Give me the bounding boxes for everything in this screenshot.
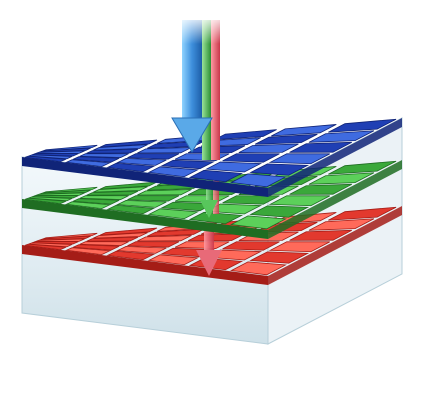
- red-pixel-tile: [86, 236, 139, 242]
- blue-layer-front-edge: [22, 157, 268, 197]
- blue-pixel-tile: [64, 159, 112, 168]
- green-pixel-tile: [222, 195, 280, 205]
- green-pixel-tile: [116, 200, 167, 208]
- blue-pixel-tile: [238, 143, 299, 153]
- blue-pixel-tile: [99, 139, 158, 148]
- red-layer: [22, 206, 402, 285]
- blue-pixel-tile: [328, 118, 397, 133]
- green-pixel-tile: [328, 160, 397, 175]
- red-pixel-tile: [25, 243, 67, 251]
- green-pixel-tile: [308, 172, 375, 185]
- red-beam: [213, 172, 219, 214]
- light-path-bottom: [196, 222, 222, 276]
- red-pixel-tile: [328, 206, 397, 221]
- green-pixel-tile: [268, 195, 330, 207]
- blue-pixel-tile: [188, 169, 244, 183]
- blue-pixel-tile: [86, 148, 139, 154]
- red-pixel-tile: [72, 244, 120, 251]
- red-arrow-head: [196, 250, 222, 276]
- green-pixel-tile: [28, 196, 73, 202]
- red-pixel-tile: [106, 250, 156, 261]
- red-pixel-tile: [42, 232, 98, 240]
- blue-pixel-tile: [268, 153, 330, 165]
- blue-pixel-tile: [106, 162, 156, 173]
- red-pixel-tile: [308, 218, 375, 231]
- blue-arrow-head: [171, 117, 213, 153]
- light-path-middle: [206, 172, 219, 214]
- red-pixel-tile: [127, 241, 180, 248]
- blue-pixel-tile: [249, 163, 310, 176]
- incoming-light-beams: [170, 14, 230, 160]
- blue-layer: [22, 118, 402, 197]
- blue-pixel-tile: [137, 147, 192, 154]
- green-arrow-head: [200, 200, 218, 218]
- blue-pixel-tile: [147, 166, 200, 178]
- red-pixel-tile: [174, 241, 230, 250]
- green-pixel-tile: [249, 205, 310, 218]
- green-pixel-tile: [230, 215, 287, 230]
- green-beam: [202, 20, 211, 160]
- blue-pixel-tile: [160, 159, 216, 170]
- green-pixel-tile: [93, 186, 148, 193]
- red-pixel-tile: [222, 241, 280, 251]
- green-layer-side-edge: [268, 160, 402, 239]
- green-beam: [206, 172, 213, 214]
- green-pixel-tile: [147, 208, 200, 220]
- blue-pixel-tile: [25, 155, 67, 163]
- red-pixel-tile: [116, 246, 167, 254]
- blue-pixel-tile: [79, 153, 129, 158]
- blue-pixel-tile: [308, 130, 375, 143]
- red-pixel-tile: [64, 247, 112, 256]
- green-pixel-tile: [137, 189, 192, 196]
- beam-fade: [170, 14, 230, 44]
- blue-pixel-tile: [127, 153, 180, 160]
- blue-pixel-tile: [42, 144, 98, 152]
- green-pixel-tile: [79, 195, 129, 200]
- green-layer-front-edge: [22, 199, 268, 239]
- green-pixel-tile: [86, 190, 139, 196]
- red-pixel-tile: [268, 241, 330, 253]
- green-pixel-tile: [289, 183, 353, 195]
- red-pixel-tile: [147, 254, 200, 266]
- red-beam: [204, 222, 214, 250]
- red-layer-side-edge: [268, 206, 402, 285]
- blue-pixel-tile: [230, 173, 287, 188]
- green-pixel-tile: [25, 197, 67, 205]
- red-beam: [211, 20, 220, 160]
- red-pixel-tile: [289, 229, 353, 241]
- blue-pixel-tile: [214, 129, 277, 141]
- red-layer-front-edge: [22, 245, 268, 285]
- red-pixel-tile: [137, 235, 192, 242]
- blue-pixel-tile: [289, 141, 353, 153]
- blue-pixel-tile: [271, 124, 337, 137]
- green-pixel-tile: [64, 201, 112, 210]
- green-pixel-tile: [42, 186, 98, 194]
- blue-pixel-tile: [254, 133, 318, 145]
- green-pixel-tile: [188, 211, 244, 225]
- blue-pixel-tile: [204, 161, 263, 173]
- red-pixel-tile: [79, 241, 129, 246]
- blue-pixel-tile: [28, 154, 73, 160]
- green-pixel-tile: [127, 195, 180, 202]
- blue-pixel-tile: [222, 153, 280, 163]
- red-pixel-tile: [99, 227, 158, 236]
- red-pixel-tile: [249, 251, 310, 264]
- red-pixel-tile: [230, 261, 287, 276]
- red-pixel-tile: [93, 232, 148, 239]
- blue-beam: [182, 20, 202, 120]
- blue-pixel-tile: [72, 156, 120, 163]
- green-pixel-tile: [106, 204, 156, 215]
- blue-pixel-tile: [116, 158, 167, 166]
- blue-layer-side-edge: [268, 118, 402, 197]
- blue-pixel-tile: [93, 144, 148, 151]
- green-pixel-tile: [72, 198, 120, 205]
- red-pixel-tile: [28, 242, 73, 248]
